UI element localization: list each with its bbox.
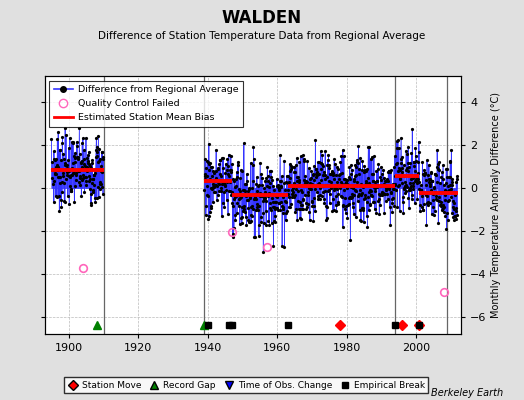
- Legend: Station Move, Record Gap, Time of Obs. Change, Empirical Break: Station Move, Record Gap, Time of Obs. C…: [64, 377, 428, 394]
- Legend: Difference from Regional Average, Quality Control Failed, Estimated Station Mean: Difference from Regional Average, Qualit…: [49, 81, 243, 127]
- Text: Difference of Station Temperature Data from Regional Average: Difference of Station Temperature Data f…: [99, 31, 425, 41]
- Text: Berkeley Earth: Berkeley Earth: [431, 388, 503, 398]
- Y-axis label: Monthly Temperature Anomaly Difference (°C): Monthly Temperature Anomaly Difference (…: [491, 92, 501, 318]
- Text: WALDEN: WALDEN: [222, 9, 302, 27]
